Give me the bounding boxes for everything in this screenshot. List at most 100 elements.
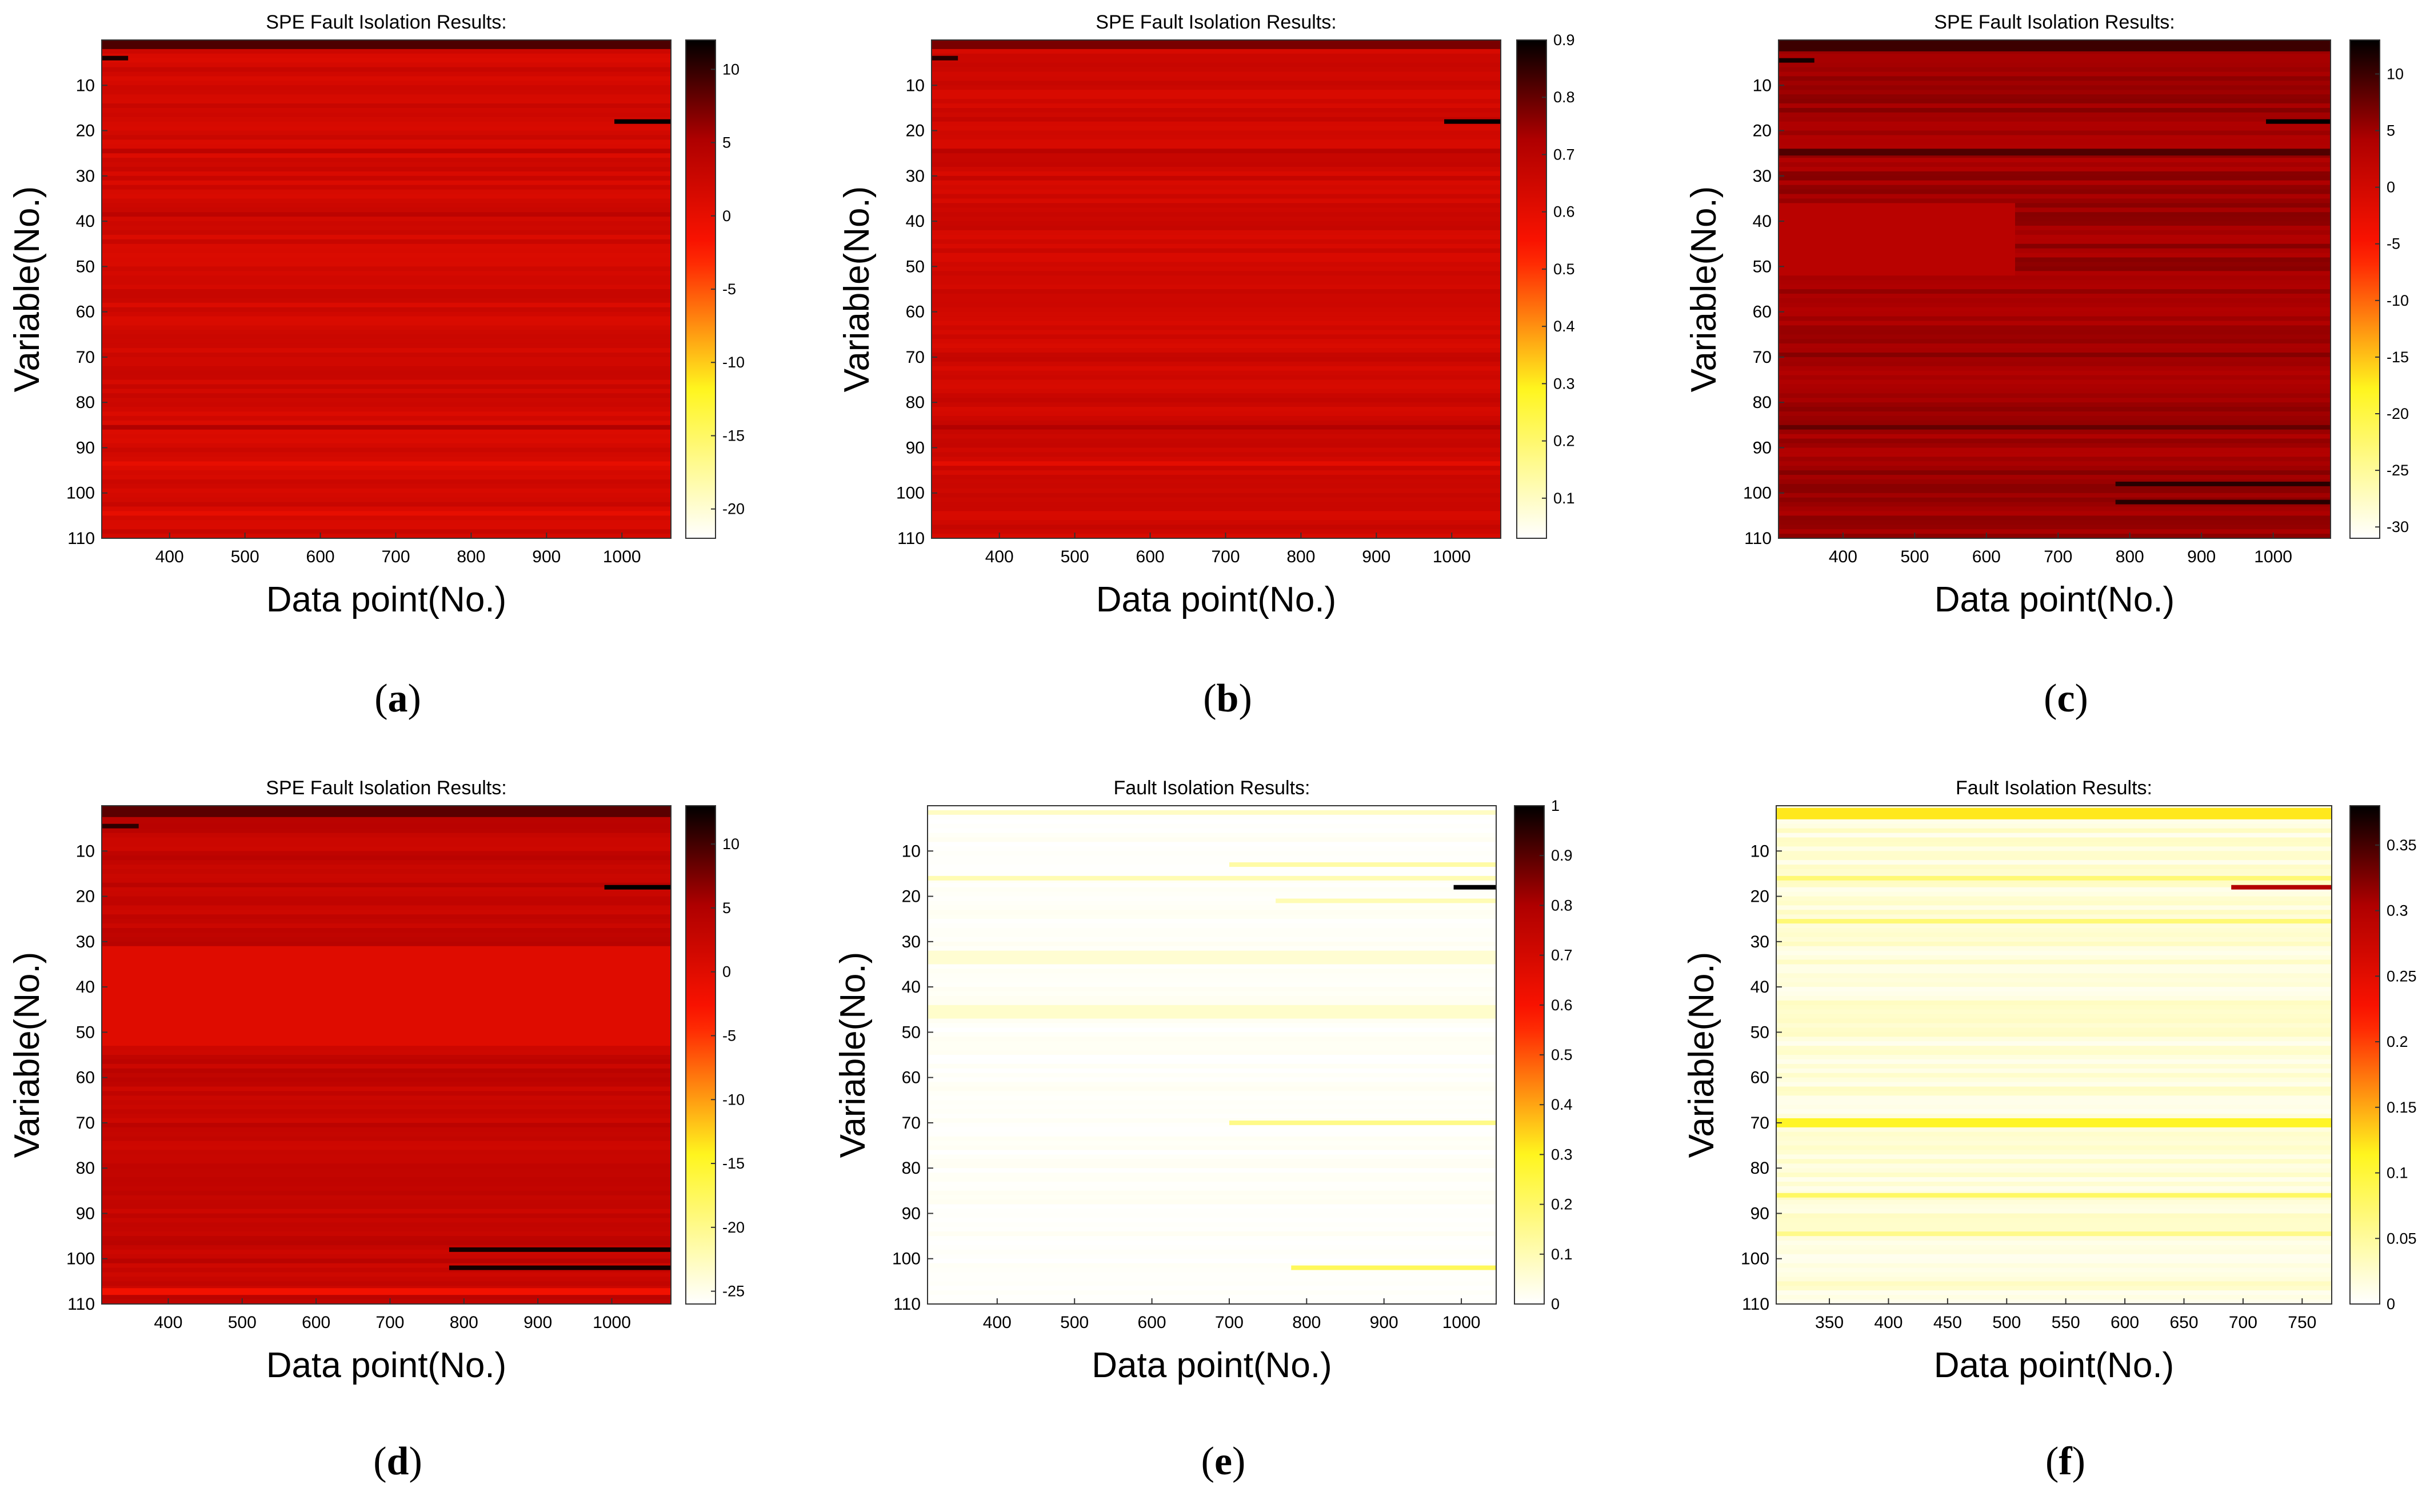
x-tick-label: 800 [457,547,485,566]
heatmap-row [1776,955,2332,961]
heatmap-row [1778,493,2331,498]
heatmap-row [102,1277,671,1282]
heatmap-row [932,135,1501,140]
heatmap-row [932,189,1501,195]
heatmap-row [1776,941,2332,947]
heatmap-row [1778,166,2331,172]
heatmap-row [928,1213,1496,1218]
heatmap-row [102,234,671,240]
heatmap-row [1776,1258,2332,1264]
heatmap-row [1778,357,2331,362]
heatmap-row [932,153,1501,158]
heatmap-row [1776,1077,2332,1083]
heatmap-row [928,964,1496,969]
heatmap-row [932,415,1501,421]
heatmap-row [928,828,1496,834]
heatmap-row [1778,470,2331,475]
heatmap-row [1778,103,2331,109]
heatmap-row [1776,1091,2332,1096]
heatmap-row [928,1145,1496,1151]
heatmap-row [102,1295,671,1300]
heatmap-row [1776,1295,2332,1300]
heatmap-row [1778,321,2331,326]
heatmap-row [102,411,671,417]
heatmap-row [1778,379,2331,385]
heatmap-row [102,1267,671,1273]
y-tick-label: 80 [906,393,925,412]
heatmap-row [932,339,1501,344]
heatmap-row [102,534,671,539]
x-axis-label: Data point(No.) [1934,1346,2174,1385]
heatmap-band [1776,875,2332,881]
heatmap-row [1778,271,2331,276]
heatmap-row [1776,842,2332,847]
heatmap-row [932,493,1501,498]
heatmap-row [102,1141,671,1146]
heatmap-row [928,851,1496,856]
heatmap-row [1778,302,2331,308]
y-tick-label: 60 [76,303,95,322]
heatmap-row [102,851,671,856]
panel-label: (e) [1201,1439,1246,1483]
heatmap-row [1776,1136,2332,1142]
heatmap-row [1778,443,2331,449]
heatmap-row [1778,389,2331,394]
heatmap-row [932,85,1501,90]
heatmap-band [1778,149,2331,156]
colorbar-tick-label: 0 [1551,1295,1560,1313]
heatmap-row [102,434,671,439]
x-tick-label: 550 [2052,1313,2080,1332]
heatmap-row [928,941,1496,947]
heatmap-row [1778,203,2331,208]
heatmap-row [932,94,1501,99]
heatmap-row [102,470,671,475]
colorbar-tick-label: 10 [722,835,740,853]
heatmap-row [932,511,1501,516]
heatmap-row [102,1213,671,1218]
heatmap-band [928,810,1496,815]
x-tick-label: 500 [1060,1313,1089,1332]
heatmap-row [102,837,671,843]
heatmap-row [928,1023,1496,1029]
heatmap-row [1776,1181,2332,1187]
heatmap-row [932,515,1501,521]
panel-title: SPE Fault Isolation Results: [1096,11,1336,33]
heatmap-row [1778,529,2331,534]
heatmap-row [932,357,1501,362]
x-tick-label: 500 [228,1313,257,1332]
heatmap-row [928,995,1496,1001]
y-tick-label: 100 [892,1250,921,1269]
heatmap-row [102,1222,671,1227]
panel-label: (d) [373,1439,422,1483]
heatmap-row [1776,1199,2332,1205]
heatmap-row [932,506,1501,512]
heatmap-row [102,343,671,349]
x-tick-label: 600 [1136,547,1165,566]
heatmap-row [928,969,1496,974]
colorbar-tick-label: 10 [722,61,740,78]
colorbar-tick-label: 0.3 [2387,902,2408,919]
colorbar-tick-label: -20 [2387,405,2409,422]
heatmap-row [928,991,1496,997]
heatmap-row [932,334,1501,339]
x-tick-label: 800 [450,1313,478,1332]
heatmap-row [932,348,1501,353]
heatmap-row [1778,175,2331,181]
heatmap-row [928,846,1496,851]
heatmap-row [102,221,671,226]
y-tick-label: 20 [1753,122,1772,141]
colorbar [685,39,716,539]
heatmap-row [932,330,1501,335]
colorbar [685,805,716,1305]
heatmap-row [102,203,671,208]
y-tick-label: 50 [902,1023,921,1042]
heatmap-row [1778,139,2331,145]
heatmap-band [102,212,671,217]
heatmap-row [928,932,1496,938]
heatmap-cells [102,806,671,1305]
heatmap-row [1776,860,2332,865]
heatmap-row [102,107,671,113]
heatmap-row [1778,49,2331,54]
heatmap-row [102,389,671,394]
heatmap-row [1776,869,2332,874]
